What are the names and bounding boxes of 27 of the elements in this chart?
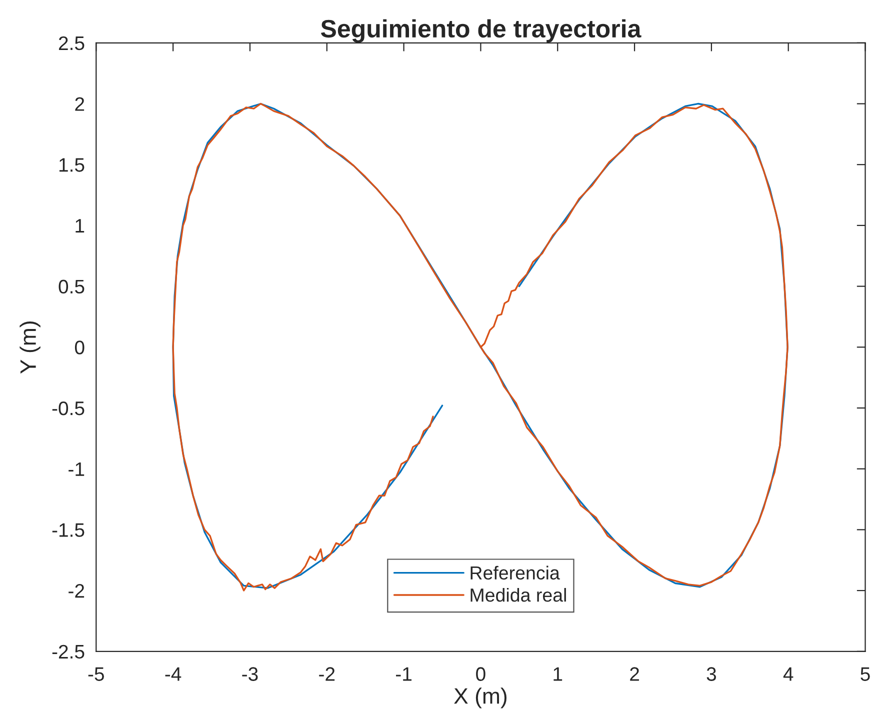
x-tick-label: 0 [476,667,486,681]
y-tick-label: 2.5 [58,36,84,50]
chart-title: Seguimiento de trayectoria [320,19,642,43]
x-tick-label: -2 [319,667,335,681]
y-tick-label: 1.5 [59,158,84,172]
x-tick-label: 5 [860,667,870,681]
y-tick-label: -1.5 [52,523,84,537]
legend-label: Medida real [470,588,566,602]
x-tick-label: -3 [242,667,258,681]
x-tick-label: 4 [783,667,794,681]
y-axis-title: Y (m) [20,322,40,374]
y-tick-label: 1 [76,219,84,232]
y-tick-label: -0.5 [52,401,84,416]
x-tick-label: 3 [706,667,716,681]
x-tick-label: -1 [396,667,412,681]
x-tick-label: -4 [165,667,182,681]
legend-label: Referencia [470,566,560,580]
x-tick-label: 1 [554,667,562,681]
x-axis-title: X (m) [454,688,506,708]
x-tick-label: -5 [88,667,104,681]
y-tick-label: -2.5 [52,644,84,659]
y-tick-label: 0 [74,340,84,354]
y-tick-label: 0.5 [58,280,84,294]
y-tick-label: 2 [75,97,84,111]
y-tick-label: -1 [68,462,84,476]
x-tick-label: 2 [630,667,639,681]
y-tick-label: -2 [68,584,84,598]
